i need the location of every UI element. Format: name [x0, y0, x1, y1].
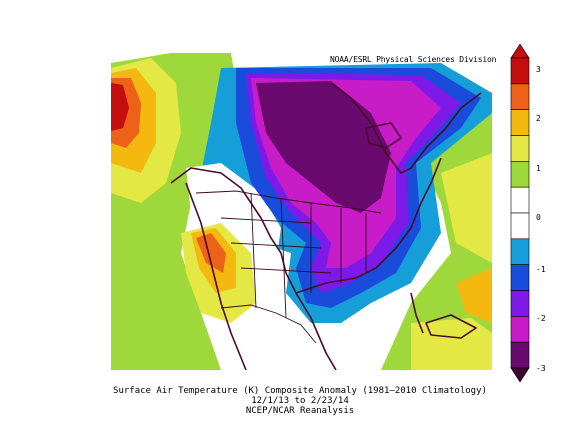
colorbar-segment	[510, 109, 530, 136]
colorbar-segment	[510, 83, 530, 110]
colorbar-segment	[510, 212, 530, 240]
caption-variable: Surface Air Temperature (K) Composite An…	[113, 386, 487, 396]
contour-cold-core	[256, 81, 391, 213]
us-mexico-border	[220, 304, 317, 344]
colorbar-tick-neg2: -2	[536, 314, 546, 323]
state-borders	[220, 192, 367, 319]
colorbar-segment	[510, 186, 530, 214]
colorbar-segment	[510, 238, 530, 265]
colorbar-tick-3: 3	[536, 65, 541, 74]
contour-east-yellow-north	[441, 153, 492, 263]
colorbar-segment	[510, 161, 530, 188]
contour-south-yellow	[411, 318, 492, 370]
contour-sw-darkorange	[196, 233, 226, 273]
cuba	[425, 314, 477, 339]
contour-west-red	[111, 83, 129, 131]
gulf-east-coast	[295, 157, 442, 294]
anomaly-map	[111, 53, 492, 370]
colorbar: 3 2 1 0 -1 -2 -3	[510, 44, 565, 384]
hudson-labrador	[330, 82, 482, 174]
colorbar-tick-2: 2	[536, 114, 541, 123]
colorbar-tick-neg3: -3	[536, 364, 546, 373]
contour-east-orange	[456, 268, 492, 323]
us-canada-border	[195, 190, 382, 214]
contour-west-neutral	[186, 163, 281, 283]
colorbar-tick-neg1: -1	[536, 265, 546, 274]
colorbar-tick-1: 1	[536, 164, 541, 173]
colorbar-segment	[510, 264, 530, 291]
anomaly-map-graphic	[111, 53, 492, 370]
colorbar-segment	[510, 341, 530, 369]
colorbar-segment	[510, 57, 530, 85]
credit-label: NOAA/ESRL Physical Sciences Division	[330, 55, 497, 64]
colorbar-scale	[510, 44, 530, 383]
colorbar-arrow-bottom	[510, 367, 530, 383]
florida	[410, 292, 424, 334]
caption-dates: 12/1/13 to 2/23/14	[251, 396, 349, 406]
caption-source: NCEP/NCAR Reanalysis	[245, 406, 355, 416]
political-borders	[195, 190, 382, 344]
colorbar-arrow-top	[510, 44, 530, 59]
colorbar-segment	[510, 316, 530, 343]
figure-caption: Surface Air Temperature (K) Composite An…	[100, 386, 500, 416]
colorbar-tick-0: 0	[536, 213, 541, 222]
colorbar-segment	[510, 135, 530, 162]
pacific-coast	[185, 182, 247, 370]
colorbar-segment	[510, 290, 530, 317]
hudson-bay	[365, 122, 402, 149]
